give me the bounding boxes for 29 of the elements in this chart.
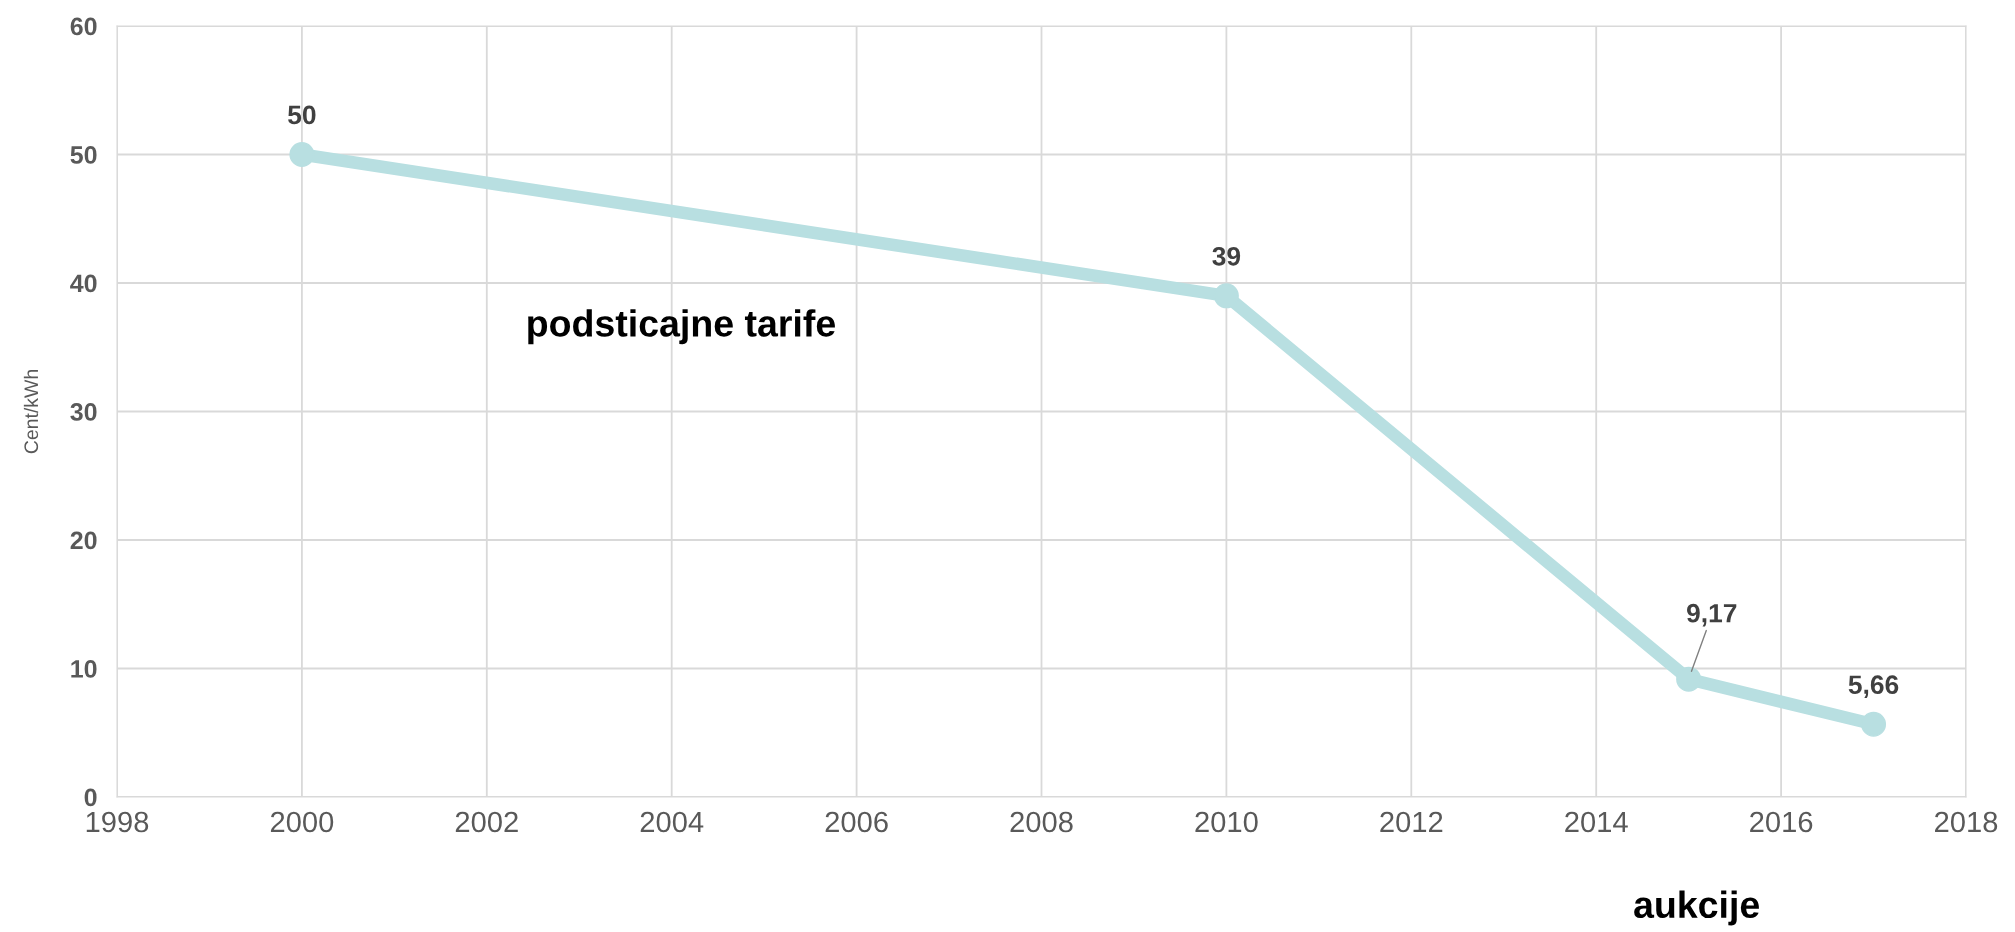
- x-tick-label: 2002: [455, 811, 518, 833]
- y-tick-label: 0: [84, 788, 97, 807]
- x-tick-label: 2014: [1565, 811, 1628, 833]
- point: [1676, 666, 1702, 692]
- point: [1861, 711, 1887, 737]
- point: [289, 141, 315, 168]
- data-label: 5,66: [1848, 675, 1899, 698]
- x-tick-label: 2012: [1380, 811, 1443, 833]
- y-axis-title: Cent/kWh: [23, 370, 39, 454]
- y-tick-label: 50: [70, 146, 97, 164]
- annotation: podsticajne tarife: [528, 309, 835, 345]
- data-label: 9,17: [1687, 603, 1737, 627]
- data-label: 50: [288, 105, 316, 125]
- x-tick-label: 2000: [270, 811, 334, 833]
- x-tick-label: 2018: [1935, 811, 1998, 833]
- point: [1213, 283, 1239, 309]
- x-tick-label: 2006: [825, 811, 888, 833]
- y-tick-label: 60: [70, 17, 97, 36]
- y-tick-label: 20: [70, 531, 97, 550]
- x-tick-label: 1998: [86, 811, 149, 833]
- x-tick-label: 2016: [1750, 811, 1813, 833]
- x-tick-label: 2008: [1010, 811, 1073, 833]
- x-tick-label: 2004: [640, 811, 704, 833]
- x-tick-label: 2010: [1195, 811, 1258, 833]
- y-tick-label: 40: [70, 274, 97, 293]
- text: aukcije: [1634, 890, 1759, 926]
- y-tick-label: 30: [70, 403, 97, 421]
- y-tick-label: 10: [71, 660, 97, 678]
- data-label: 39: [1212, 246, 1241, 266]
